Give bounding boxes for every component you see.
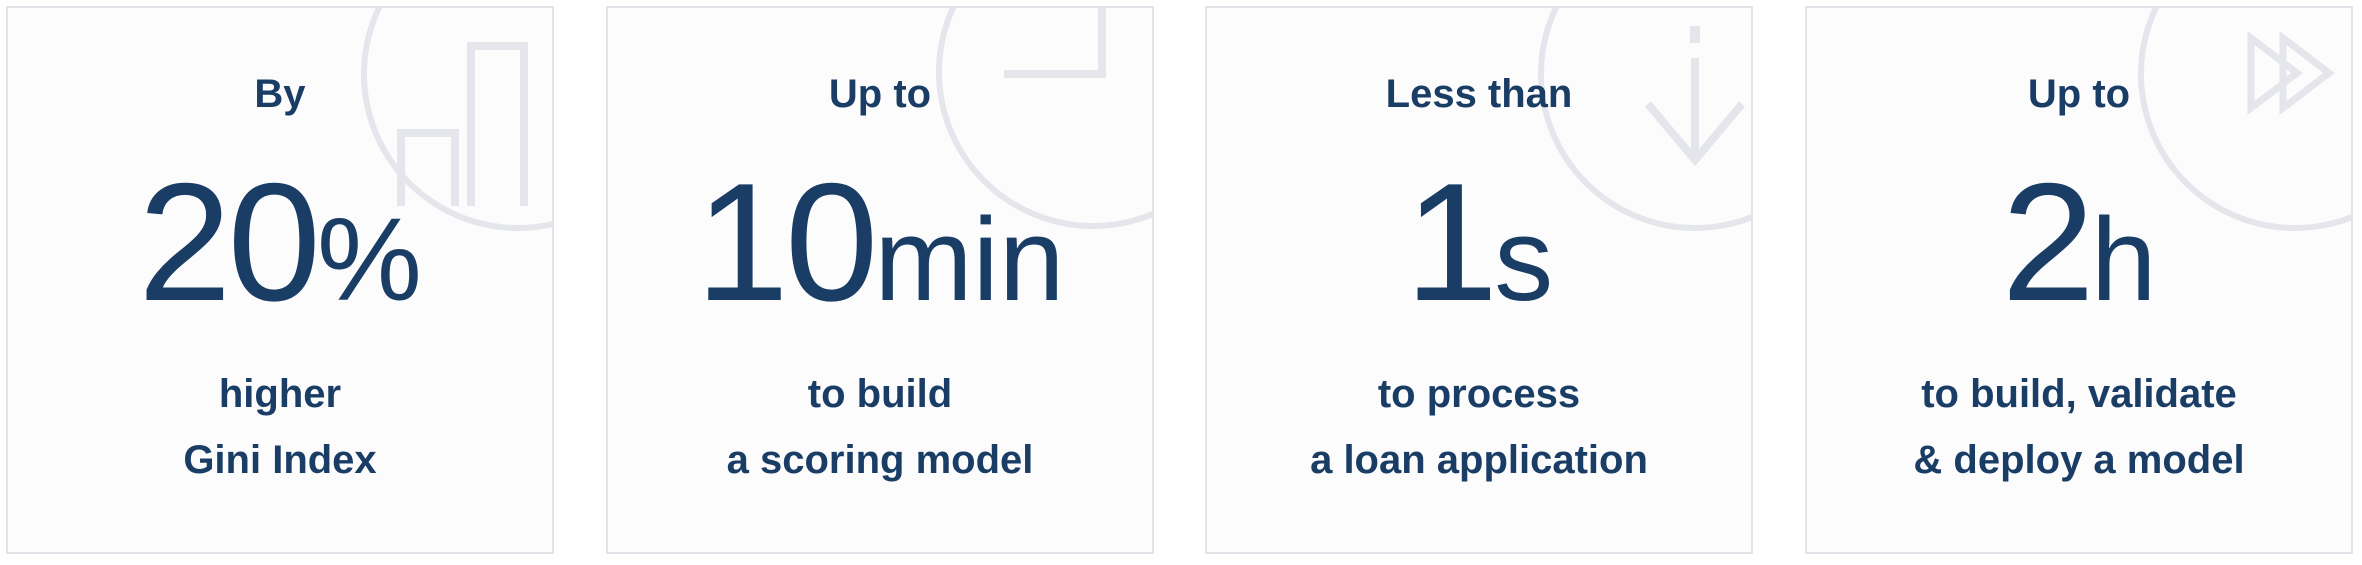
stat-value: 2h bbox=[1807, 158, 2351, 326]
stat-number: 20 bbox=[138, 148, 321, 336]
stat-prefix: Less than bbox=[1385, 72, 1573, 116]
stat-number: 2 bbox=[2001, 148, 2094, 336]
stat-unit: h bbox=[2090, 194, 2157, 326]
stat-number: 10 bbox=[695, 148, 878, 336]
bar-chart-icon bbox=[361, 8, 552, 231]
stat-caption-line2: & deploy a model bbox=[1913, 438, 2245, 482]
stat-unit: % bbox=[316, 194, 422, 326]
fast-forward-icon bbox=[2138, 8, 2351, 231]
stat-caption-line1: to build, validate bbox=[1921, 372, 2237, 416]
stat-card-processing-time: Less than 1s to process a loan applicati… bbox=[1205, 6, 1753, 554]
stat-value: 1s bbox=[1207, 158, 1751, 326]
stat-card-deploy-time: Up to 2h to build, validate & deploy a m… bbox=[1805, 6, 2353, 554]
stat-value: 10min bbox=[608, 158, 1152, 326]
stat-caption-line2: a scoring model bbox=[726, 438, 1034, 482]
stat-caption-line2: a loan application bbox=[1310, 438, 1648, 482]
clock-icon bbox=[936, 8, 1152, 229]
stat-card-build-time: Up to 10min to build a scoring model bbox=[606, 6, 1154, 554]
stat-card-gini: By 20% higher Gini Index bbox=[6, 6, 554, 554]
stat-prefix: By bbox=[254, 72, 306, 116]
stat-value: 20% bbox=[8, 158, 552, 326]
stat-caption-line2: Gini Index bbox=[183, 438, 377, 482]
stat-caption-line1: to build bbox=[807, 372, 953, 416]
stat-prefix: Up to bbox=[2027, 72, 2131, 116]
down-arrow-icon bbox=[1538, 8, 1751, 231]
stat-number: 1 bbox=[1404, 148, 1498, 336]
stat-caption-line1: higher bbox=[218, 372, 342, 416]
stat-unit: min bbox=[874, 194, 1065, 326]
stat-prefix: Up to bbox=[828, 72, 932, 116]
stat-unit: s bbox=[1494, 194, 1554, 326]
stat-caption-line1: to process bbox=[1377, 372, 1581, 416]
